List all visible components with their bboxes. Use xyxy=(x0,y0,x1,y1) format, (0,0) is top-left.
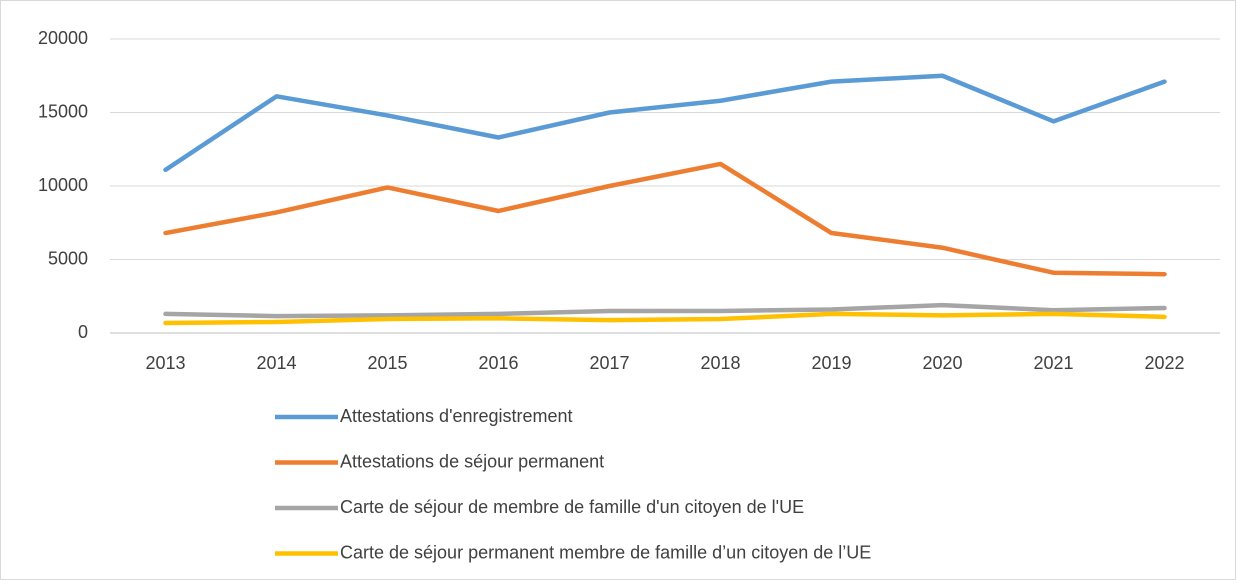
x-tick-label: 2019 xyxy=(811,353,851,373)
x-tick-label: 2022 xyxy=(1144,353,1184,373)
y-tick-label: 10000 xyxy=(38,175,88,195)
x-tick-label: 2013 xyxy=(145,353,185,373)
series-line xyxy=(163,302,1167,319)
x-tick-label: 2015 xyxy=(367,353,407,373)
x-tick-label: 2020 xyxy=(922,353,962,373)
x-tick-label: 2021 xyxy=(1033,353,1073,373)
legend-label: Attestations d'enregistrement xyxy=(340,406,573,426)
y-tick-label: 15000 xyxy=(38,101,88,121)
series-line xyxy=(163,311,1167,326)
y-tick-label: 5000 xyxy=(48,248,88,268)
series-line xyxy=(163,161,1167,277)
legend-label: Carte de séjour de membre de famille d'u… xyxy=(340,497,804,517)
x-tick-label: 2018 xyxy=(700,353,740,373)
legend-label: Carte de séjour permanent membre de fami… xyxy=(340,542,871,562)
x-tick-label: 2014 xyxy=(256,353,296,373)
x-tick-label: 2017 xyxy=(589,353,629,373)
y-tick-label: 0 xyxy=(78,322,88,342)
y-tick-label: 20000 xyxy=(38,28,88,48)
x-tick-label: 2016 xyxy=(478,353,518,373)
legend-label: Attestations de séjour permanent xyxy=(340,451,604,471)
series-line xyxy=(163,73,1167,173)
